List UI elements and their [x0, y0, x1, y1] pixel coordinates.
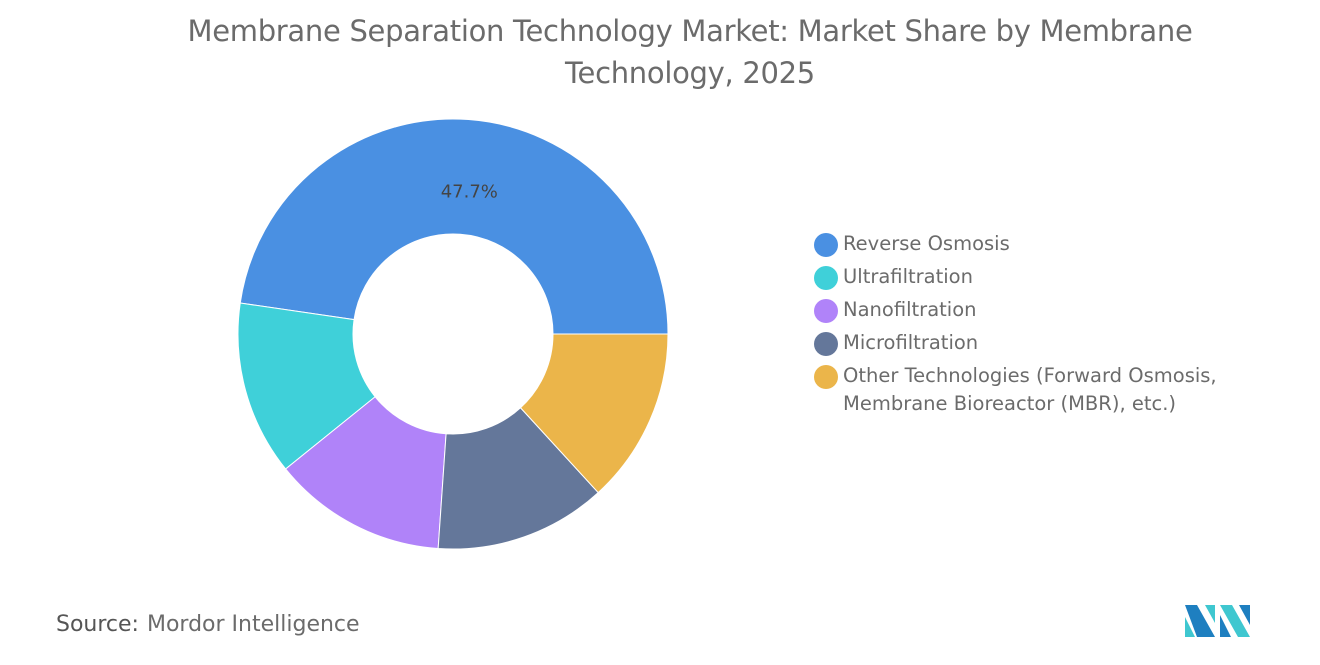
slice-ultrafiltration[interactable]: [237, 302, 376, 470]
legend-marker: [814, 332, 838, 356]
legend-label: Microfiltration: [843, 331, 979, 354]
legend-label: Reverse Osmosis: [843, 232, 1010, 255]
legend-item-other-technologies[interactable]: Other Technologies (Forward Osmosis, Mem…: [814, 362, 1243, 415]
legend-marker: [814, 266, 838, 290]
slice-reverse[interactable]: [239, 118, 669, 335]
legend-marker: [814, 365, 838, 389]
legend-item-ultrafiltration[interactable]: Ultrafiltration: [814, 263, 1243, 296]
legend-label: Ultrafiltration: [843, 265, 973, 288]
legend-item-reverse-osmosis[interactable]: Reverse Osmosis: [814, 230, 1243, 263]
source-label: Source:: [56, 612, 139, 637]
legend-label: Nanofiltration: [843, 298, 977, 321]
legend-marker: [814, 233, 838, 257]
legend: Reverse Osmosis Ultrafiltration Nanofilt…: [814, 230, 1243, 415]
chart-title: Membrane Separation Technology Market: M…: [187, 14, 1193, 90]
legend-item-nanofiltration[interactable]: Nanofiltration: [814, 296, 1243, 329]
legend-label: Other Technologies (Forward Osmosis, Mem…: [843, 364, 1217, 415]
slice-nanofiltration[interactable]: [284, 396, 447, 550]
source-value: Mordor Intelligence: [146, 612, 360, 637]
legend-item-microfiltration[interactable]: Microfiltration: [814, 329, 1243, 362]
mordor-intelligence-logo: [1185, 605, 1250, 637]
slice-other[interactable]: [519, 333, 669, 494]
slice-microfiltration[interactable]: [437, 407, 599, 550]
legend-marker: [814, 299, 838, 323]
source-note: Source: Mordor Intelligence: [56, 612, 360, 637]
data-label: 47.7%: [441, 181, 498, 202]
